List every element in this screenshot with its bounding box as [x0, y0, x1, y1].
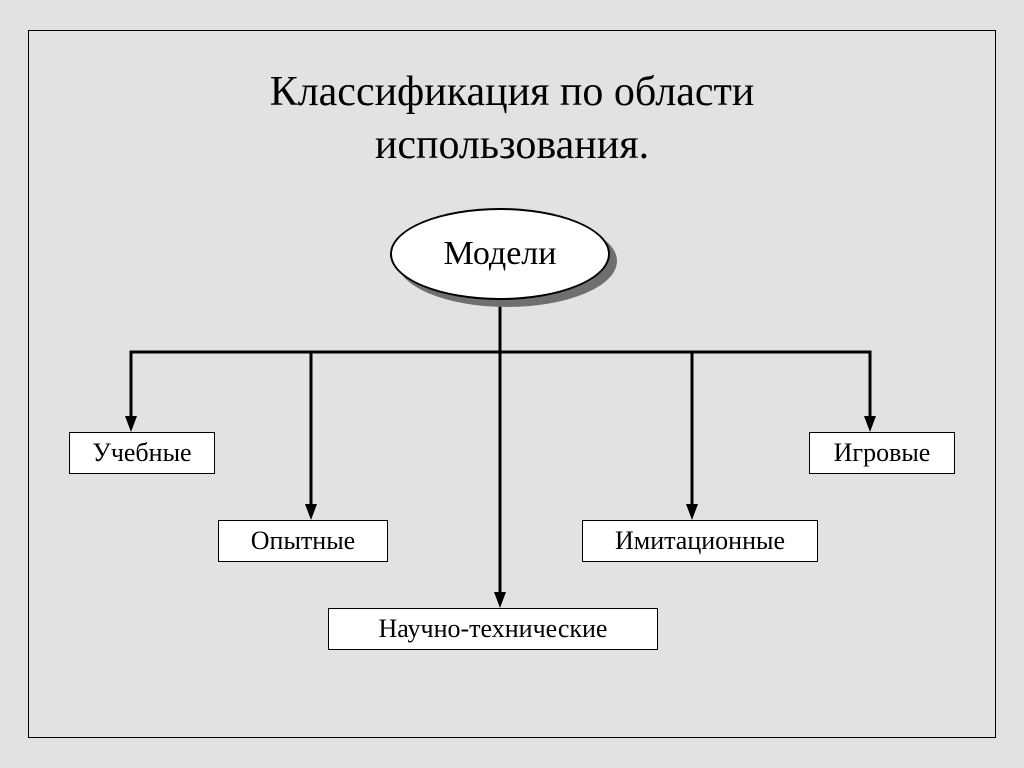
leaf-node: Игровые — [809, 432, 955, 474]
connector-lines — [0, 0, 1024, 768]
root-ellipse: Модели — [390, 208, 610, 300]
leaf-node: Опытные — [218, 520, 388, 562]
leaf-node: Учебные — [69, 432, 215, 474]
leaf-label: Опытные — [251, 526, 355, 556]
leaf-label: Имитационные — [615, 526, 785, 556]
leaf-label: Научно-технические — [379, 614, 608, 644]
leaf-label: Игровые — [834, 438, 931, 468]
leaf-node: Научно-технические — [328, 608, 658, 650]
root-label: Модели — [444, 235, 557, 273]
leaf-node: Имитационные — [582, 520, 818, 562]
leaf-label: Учебные — [92, 438, 191, 468]
